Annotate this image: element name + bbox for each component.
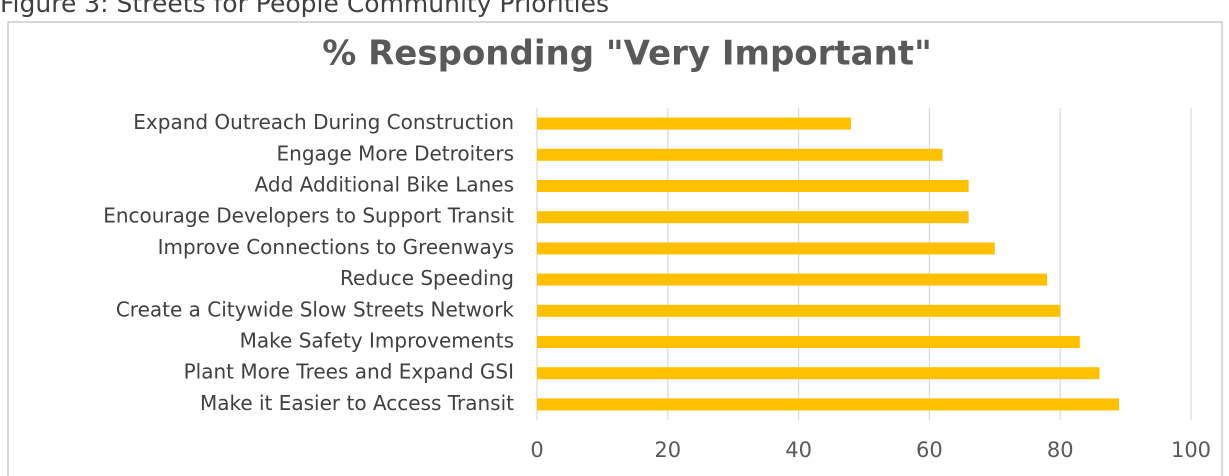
x-tick-label: 80 bbox=[1047, 438, 1074, 462]
x-tick-label: 40 bbox=[785, 438, 812, 462]
y-tick-label: Add Additional Bike Lanes bbox=[255, 173, 514, 197]
y-tick-label: Reduce Speeding bbox=[340, 266, 514, 290]
y-tick-label: Engage More Detroiters bbox=[277, 141, 514, 165]
bar bbox=[537, 273, 1048, 286]
x-tick-label: 60 bbox=[916, 438, 943, 462]
bar bbox=[537, 304, 1061, 317]
y-tick-label: Improve Connections to Greenways bbox=[158, 235, 514, 259]
y-tick-label: Expand Outreach During Construction bbox=[133, 110, 514, 134]
bar bbox=[537, 367, 1100, 380]
bar bbox=[537, 180, 969, 192]
y-tick-label: Make Safety Improvements bbox=[240, 329, 514, 353]
bar bbox=[537, 117, 851, 130]
y-tick-label: Plant More Trees and Expand GSI bbox=[184, 360, 514, 384]
bar bbox=[537, 336, 1080, 348]
chart-title: % Responding "Very Important" bbox=[322, 34, 932, 74]
x-tick-label: 100 bbox=[1171, 438, 1211, 462]
y-tick-label: Encourage Developers to Support Transit bbox=[103, 204, 514, 228]
figure-caption: Figure 3: Streets for People Community P… bbox=[0, 0, 609, 18]
bar bbox=[537, 398, 1120, 411]
bar bbox=[537, 242, 995, 255]
y-tick-label: Create a Citywide Slow Streets Network bbox=[116, 297, 515, 321]
y-tick-label: Make it Easier to Access Transit bbox=[200, 391, 514, 415]
x-tick-label: 20 bbox=[654, 438, 681, 462]
bar bbox=[537, 148, 943, 161]
bar bbox=[537, 211, 969, 224]
x-tick-label: 0 bbox=[530, 438, 543, 462]
